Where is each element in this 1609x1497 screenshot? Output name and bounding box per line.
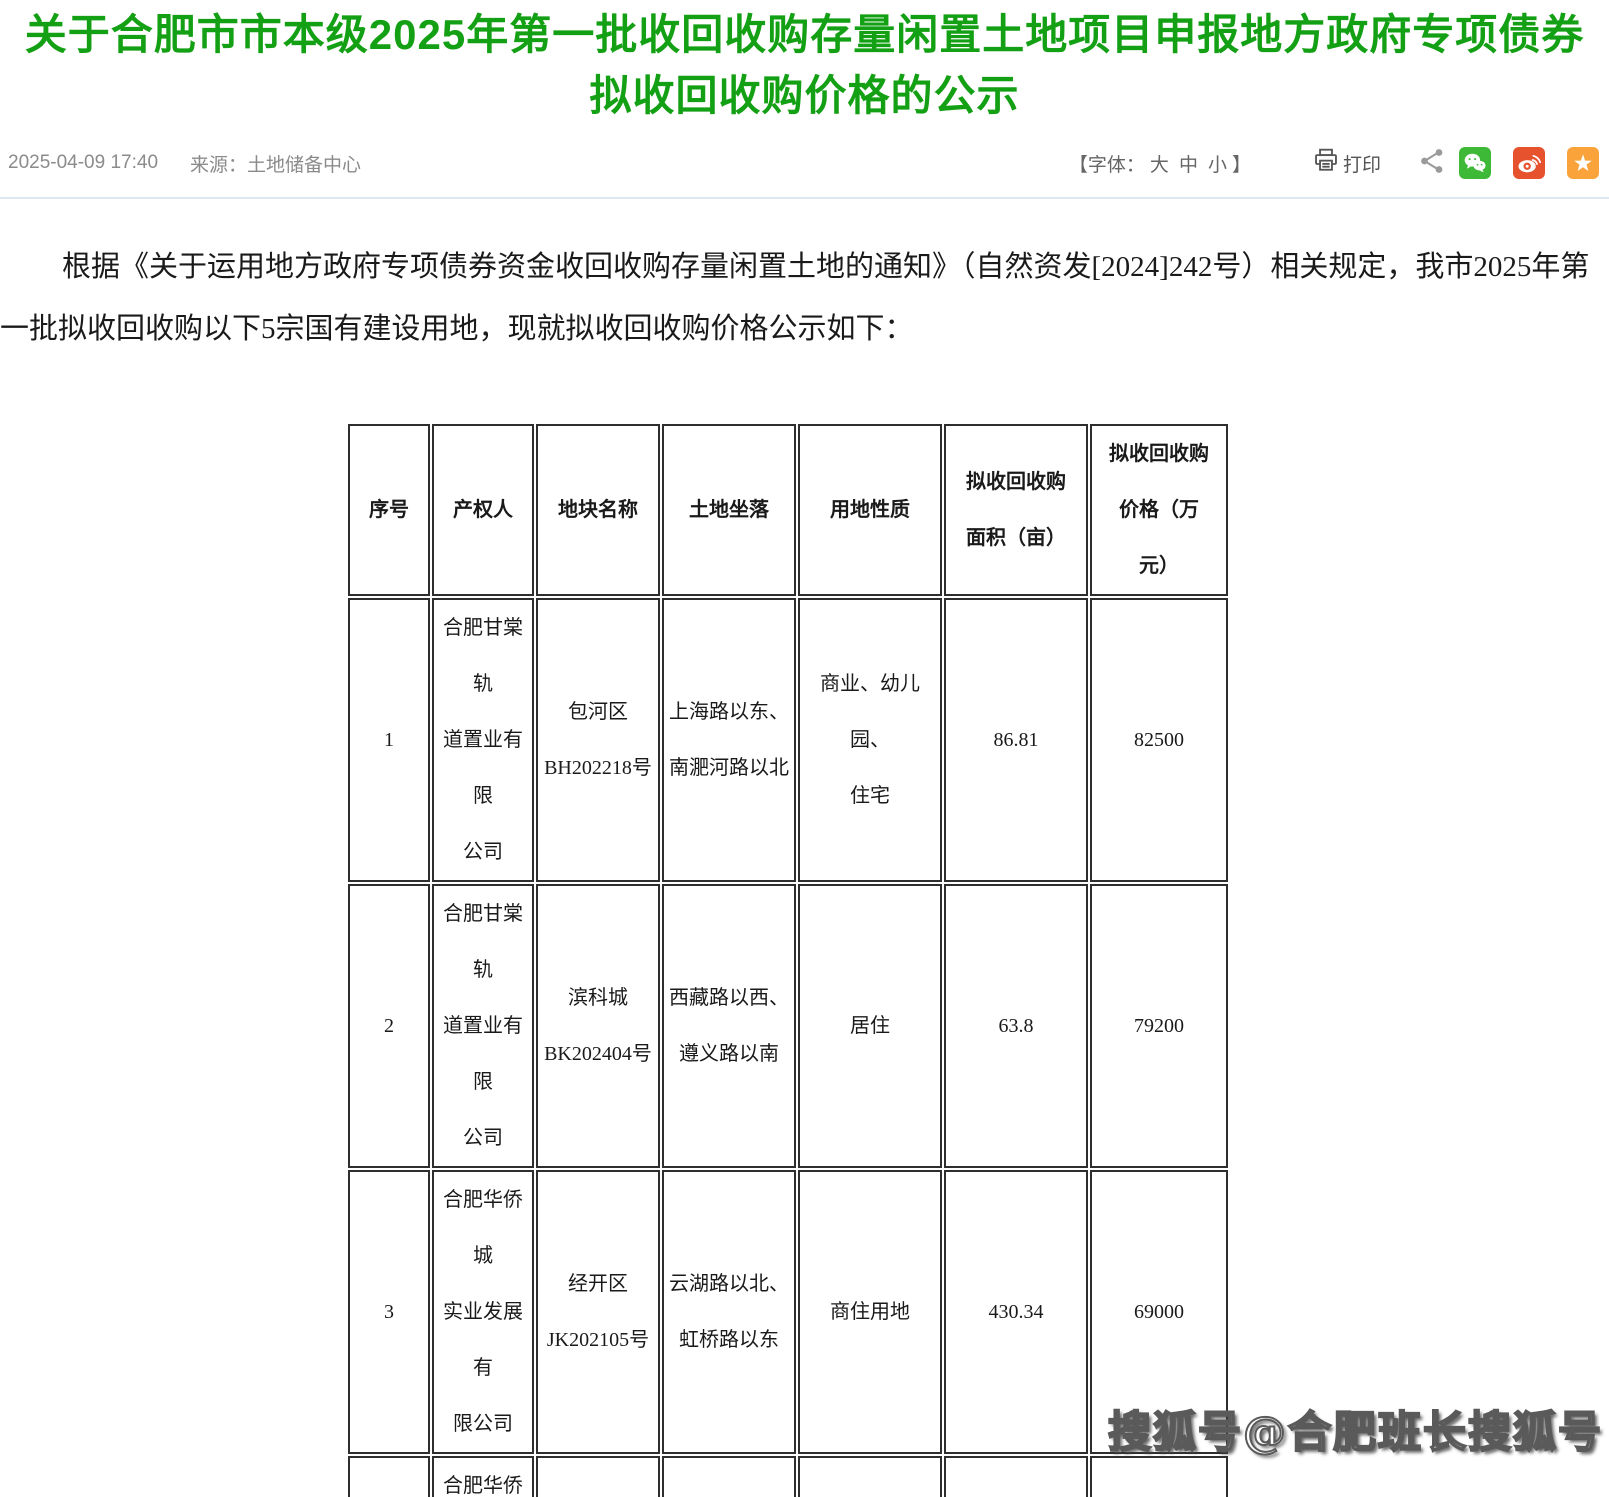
cell-index: 1 [348,598,430,882]
cell-area: 430.34 [944,1170,1088,1454]
cell-parcel-name: 经开区 JK202106号 [536,1456,660,1497]
cell-land-use: 商住用地 [798,1170,942,1454]
cell-owner: 合肥华侨城 实业发展有 限公司 [432,1456,534,1497]
cell-location: 云湖路以北、 虹桥路以东 [662,1170,796,1454]
cell-price: 22200 [1090,1456,1228,1497]
source: 来源：土地储备中心 [190,150,361,177]
cell-area: 84.46 [944,1456,1088,1497]
wechat-share-button[interactable] [1459,147,1491,179]
cell-parcel-name: 经开区 JK202105号 [536,1170,660,1454]
font-control-prefix: 【字体： [1068,154,1145,176]
sohu-watermark: 搜狐号@合肥班长搜狐号 [1107,1407,1603,1459]
cell-parcel-name: 包河区 BH202218号 [536,598,660,882]
cell-owner: 合肥甘棠轨 道置业有限 公司 [432,598,534,882]
cell-index: 4 [348,1456,430,1497]
table-row: 2 合肥甘棠轨 道置业有限 公司 滨科城 BK202404号 西藏路以西、 遵义… [348,884,1228,1168]
col-header-price: 拟收回收购 价格（万 元） [1090,424,1228,596]
font-medium-button[interactable]: 中 [1178,154,1198,176]
article-paragraph: 根据《关于运用地方政府专项债券资金收回收购存量闲置土地的通知》（自然资发[202… [0,251,1590,345]
cell-index: 2 [348,884,430,1168]
meta-left: 2025-04-09 17:40 来源：土地储备中心 [8,150,361,177]
page-title: 关于合肥市市本级2025年第一批收回收购存量闲置土地项目申报地方政府专项债券 拟收… [0,4,1609,126]
wechat-icon [1462,150,1488,176]
table-row: 4 合肥华侨城 实业发展有 限公司 经开区 JK202106号 花莲路以南、 启… [348,1456,1228,1497]
land-parcel-table: 序号 产权人 地块名称 土地坐落 用地性质 拟收回收购 面积（亩） 拟收回收购 … [346,422,1230,1497]
source-value: 土地储备中心 [247,154,362,176]
cell-area: 63.8 [944,884,1088,1168]
cell-land-use: 居住 [798,884,942,1168]
cell-land-use: 商业、幼儿园、 住宅 [798,598,942,882]
cell-price: 79200 [1090,884,1228,1168]
table-row: 3 合肥华侨城 实业发展有 限公司 经开区 JK202105号 云湖路以北、 虹… [348,1170,1228,1454]
share-button[interactable] [1417,146,1447,181]
cell-location: 西藏路以西、 遵义路以南 [662,884,796,1168]
col-header-area: 拟收回收购 面积（亩） [944,424,1088,596]
cell-price: 82500 [1090,598,1228,882]
print-label: 打印 [1342,154,1381,176]
weibo-share-button[interactable] [1513,147,1545,179]
cell-location: 花莲路以南、 启德路以西 [662,1456,796,1497]
cell-parcel-name: 滨科城 BK202404号 [536,884,660,1168]
col-header-index: 序号 [348,424,430,596]
cell-price: 69000 [1090,1170,1228,1454]
table-header-row: 序号 产权人 地块名称 土地坐落 用地性质 拟收回收购 面积（亩） 拟收回收购 … [348,424,1228,596]
cell-land-use: 商业、住宅 [798,1456,942,1497]
publish-datetime: 2025-04-09 17:40 [8,152,159,173]
page-title-line-2: 拟收回收购价格的公示 [589,72,1020,119]
cell-owner: 合肥华侨城 实业发展有 限公司 [432,1170,534,1454]
meta-right: 【字体：大中小】 打印 [1069,146,1599,181]
col-header-parcel-name: 地块名称 [536,424,660,596]
font-size-control: 【字体：大中小】 [1069,150,1251,177]
cell-owner: 合肥甘棠轨 道置业有限 公司 [432,884,534,1168]
meta-divider [0,197,1609,199]
table-row: 1 合肥甘棠轨 道置业有限 公司 包河区 BH202218号 上海路以东、 南淝… [348,598,1228,882]
cell-area: 86.81 [944,598,1088,882]
page-title-line-1: 关于合肥市市本级2025年第一批收回收购存量闲置土地项目申报地方政府专项债券 [24,11,1585,58]
col-header-land-use: 用地性质 [798,424,942,596]
source-label: 来源： [190,154,248,176]
meta-bar: 2025-04-09 17:40 来源：土地储备中心 【字体：大中小】 打印 [8,140,1599,186]
weibo-icon [1516,150,1542,176]
cell-index: 3 [348,1170,430,1454]
print-button[interactable]: 打印 [1313,147,1381,179]
font-large-button[interactable]: 大 [1149,154,1169,176]
share-icon [1417,146,1447,181]
col-header-owner: 产权人 [432,424,534,596]
star-icon [1570,150,1596,176]
printer-icon [1313,147,1343,179]
font-control-suffix: 】 [1231,154,1251,176]
cell-location: 上海路以东、 南淝河路以北 [662,598,796,882]
font-small-button[interactable]: 小 [1207,154,1227,176]
favorite-button[interactable] [1567,147,1599,179]
col-header-location: 土地坐落 [662,424,796,596]
